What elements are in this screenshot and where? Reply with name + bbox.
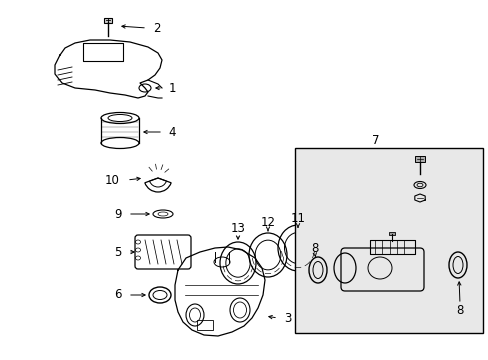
Text: 7: 7 bbox=[371, 134, 379, 147]
Text: 2: 2 bbox=[153, 22, 161, 35]
Text: 9: 9 bbox=[114, 207, 122, 220]
Text: 11: 11 bbox=[290, 212, 305, 225]
Bar bbox=[294, 148, 482, 333]
Text: 4: 4 bbox=[168, 126, 175, 139]
Bar bbox=[83, 43, 123, 61]
Text: 8: 8 bbox=[311, 242, 318, 255]
Bar bbox=[104, 18, 112, 23]
Text: 6: 6 bbox=[114, 288, 122, 302]
Bar bbox=[369, 240, 414, 254]
Text: 5: 5 bbox=[114, 246, 122, 258]
Text: 8: 8 bbox=[455, 303, 463, 316]
Bar bbox=[197, 320, 213, 330]
Text: 10: 10 bbox=[104, 174, 119, 186]
Text: 3: 3 bbox=[284, 311, 291, 324]
Text: 13: 13 bbox=[230, 221, 245, 234]
Bar bbox=[388, 232, 394, 235]
Bar bbox=[414, 156, 424, 162]
Text: 1: 1 bbox=[168, 81, 175, 95]
Text: 12: 12 bbox=[260, 216, 275, 229]
